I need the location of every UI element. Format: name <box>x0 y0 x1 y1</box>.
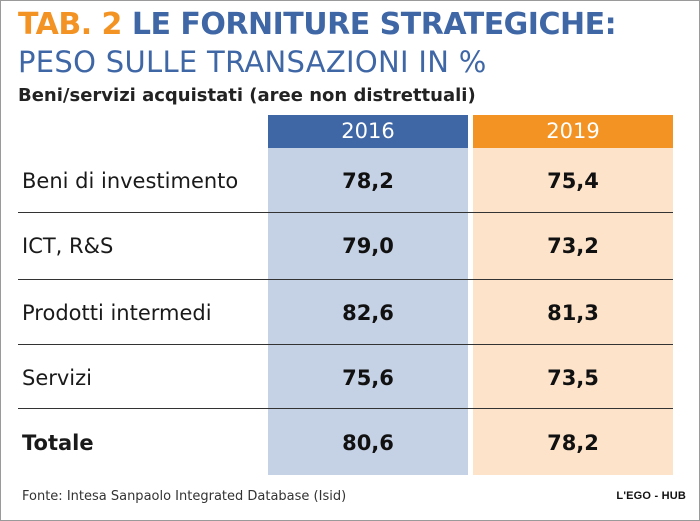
cell-value-2016: 79,0 <box>342 234 394 258</box>
cell-value-2019: 73,5 <box>547 366 599 390</box>
source-note: Fonte: Intesa Sanpaolo Integrated Databa… <box>22 489 347 504</box>
table-title: TAB. 2 LE FORNITURE STRATEGICHE: <box>18 7 617 42</box>
row-label-total: Totale <box>22 431 94 455</box>
cell-value-2019: 81,3 <box>547 301 599 325</box>
cell-value-2019: 73,2 <box>547 234 599 258</box>
table-number: TAB. 2 <box>18 7 122 42</box>
row-divider <box>18 408 673 409</box>
cell-value-2016: 82,6 <box>342 301 394 325</box>
row-label: Beni di investimento <box>22 169 239 193</box>
table-caption: Beni/servizi acquistati (aree non distre… <box>18 85 476 106</box>
table-subtitle: PESO SULLE TRANSAZIONI IN % <box>18 45 487 79</box>
cell-value-2019: 75,4 <box>547 169 599 193</box>
table-row: ICT, R&S 79,0 73,2 <box>18 215 673 278</box>
table-row-total: Totale 80,6 78,2 <box>18 412 673 475</box>
cell-value-2019: 78,2 <box>547 431 599 455</box>
row-label: Servizi <box>22 366 93 390</box>
row-label: Prodotti intermedi <box>22 301 212 325</box>
column-background-2019 <box>473 148 673 475</box>
column-header-2019: 2019 <box>473 115 673 148</box>
row-divider <box>18 212 673 213</box>
table-row: Beni di investimento 78,2 75,4 <box>18 150 673 213</box>
table-row: Prodotti intermedi 82,6 81,3 <box>18 282 673 345</box>
row-label: ICT, R&S <box>22 234 114 258</box>
column-header-2016: 2016 <box>268 115 468 148</box>
cell-value-2016: 75,6 <box>342 366 394 390</box>
table-title-text: LE FORNITURE STRATEGICHE: <box>121 7 617 42</box>
column-background-2016 <box>268 148 468 475</box>
row-divider <box>18 344 673 345</box>
cell-value-2016: 78,2 <box>342 169 394 193</box>
table-row: Servizi 75,6 73,5 <box>18 347 673 410</box>
row-divider <box>18 279 673 280</box>
cell-value-2016: 80,6 <box>342 431 394 455</box>
publisher-logo: L'EGO - HUB <box>616 490 686 502</box>
